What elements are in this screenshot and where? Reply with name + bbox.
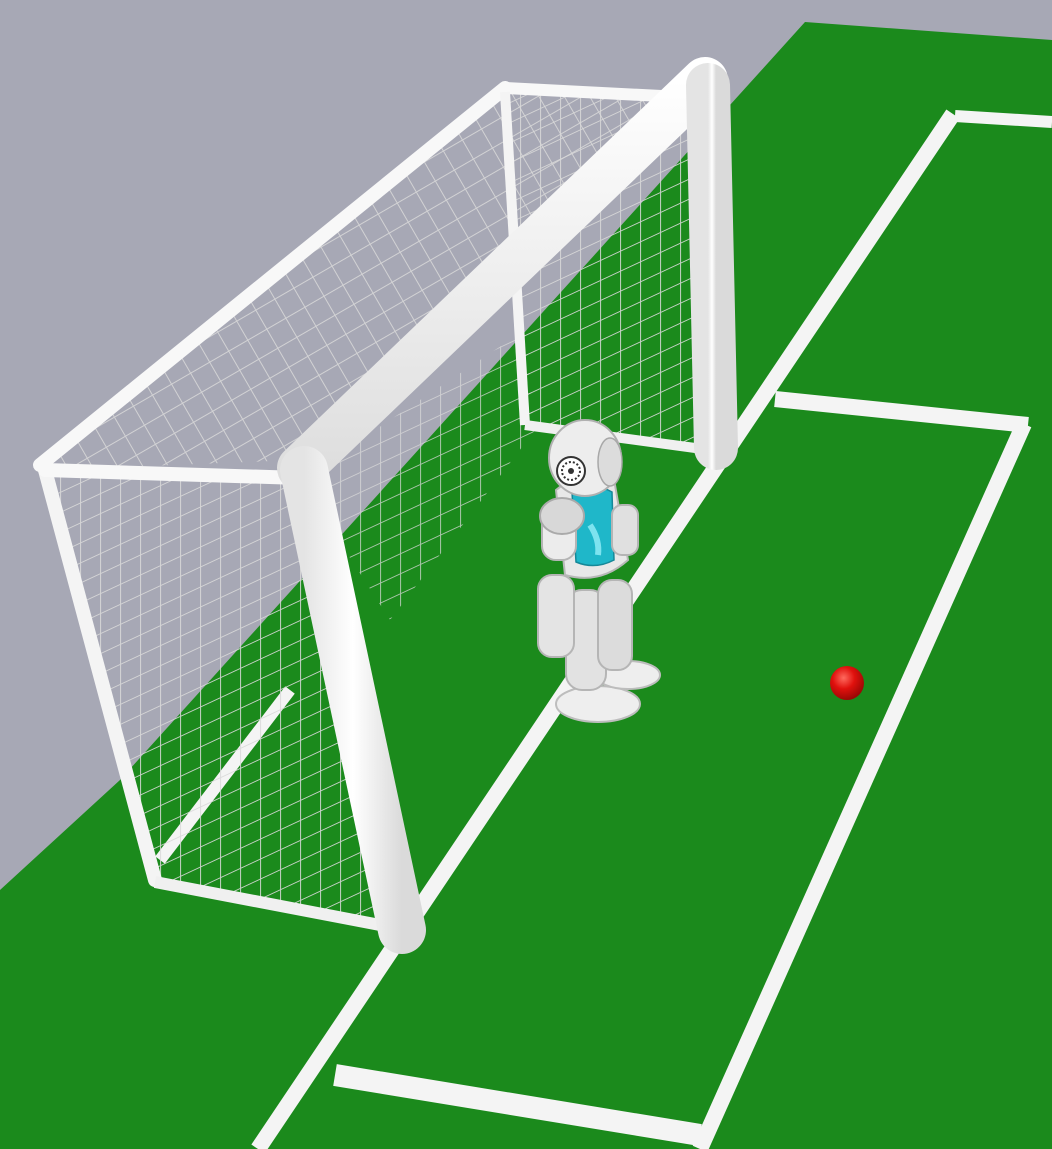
goal-net	[45, 92, 710, 930]
ball[interactable]	[830, 666, 864, 700]
goal	[33, 57, 738, 954]
humanoid-robot[interactable]	[537, 419, 661, 723]
